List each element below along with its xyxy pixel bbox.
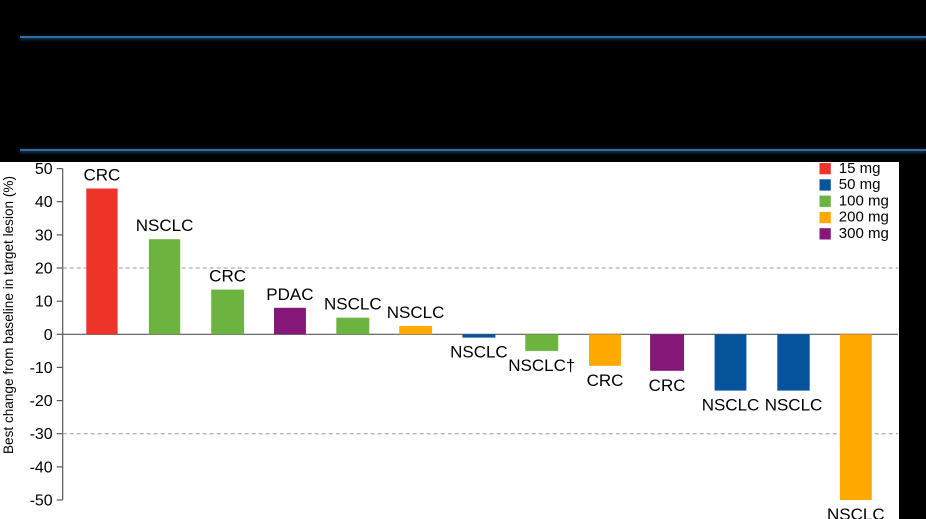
svg-text:200 mg: 200 mg [839,209,889,226]
svg-text:40: 40 [35,194,53,211]
svg-text:-20: -20 [30,393,53,410]
svg-text:-40: -40 [30,459,53,476]
svg-text:-10: -10 [30,360,53,377]
svg-text:20: 20 [35,261,53,278]
svg-text:50: 50 [35,162,53,178]
svg-text:0: 0 [44,327,53,344]
svg-text:-50: -50 [30,493,53,510]
svg-text:10: 10 [35,294,53,311]
svg-text:NSCLC: NSCLC [702,396,760,415]
svg-text:15 mg: 15 mg [839,162,881,177]
svg-text:NSCLC: NSCLC [827,505,885,519]
svg-text:100 mg: 100 mg [839,192,889,209]
svg-text:NSCLC: NSCLC [324,295,382,314]
svg-text:NSCLC†: NSCLC† [508,356,575,375]
svg-text:CRC: CRC [649,376,686,395]
svg-text:CRC: CRC [209,267,246,286]
svg-text:-30: -30 [30,426,53,443]
svg-text:NSCLC: NSCLC [450,343,508,362]
svg-text:NSCLC: NSCLC [765,396,823,415]
svg-text:PDAC: PDAC [266,285,313,304]
svg-text:50 mg: 50 mg [839,176,881,193]
svg-text:30: 30 [35,227,53,244]
svg-text:NSCLC: NSCLC [387,303,445,322]
svg-text:CRC: CRC [83,166,120,185]
svg-text:NSCLC: NSCLC [136,216,194,235]
svg-text:CRC: CRC [587,371,624,390]
svg-text:300 mg: 300 mg [839,225,889,242]
svg-text:Best change from baseline in t: Best change from baseline in target lesi… [1,176,16,454]
